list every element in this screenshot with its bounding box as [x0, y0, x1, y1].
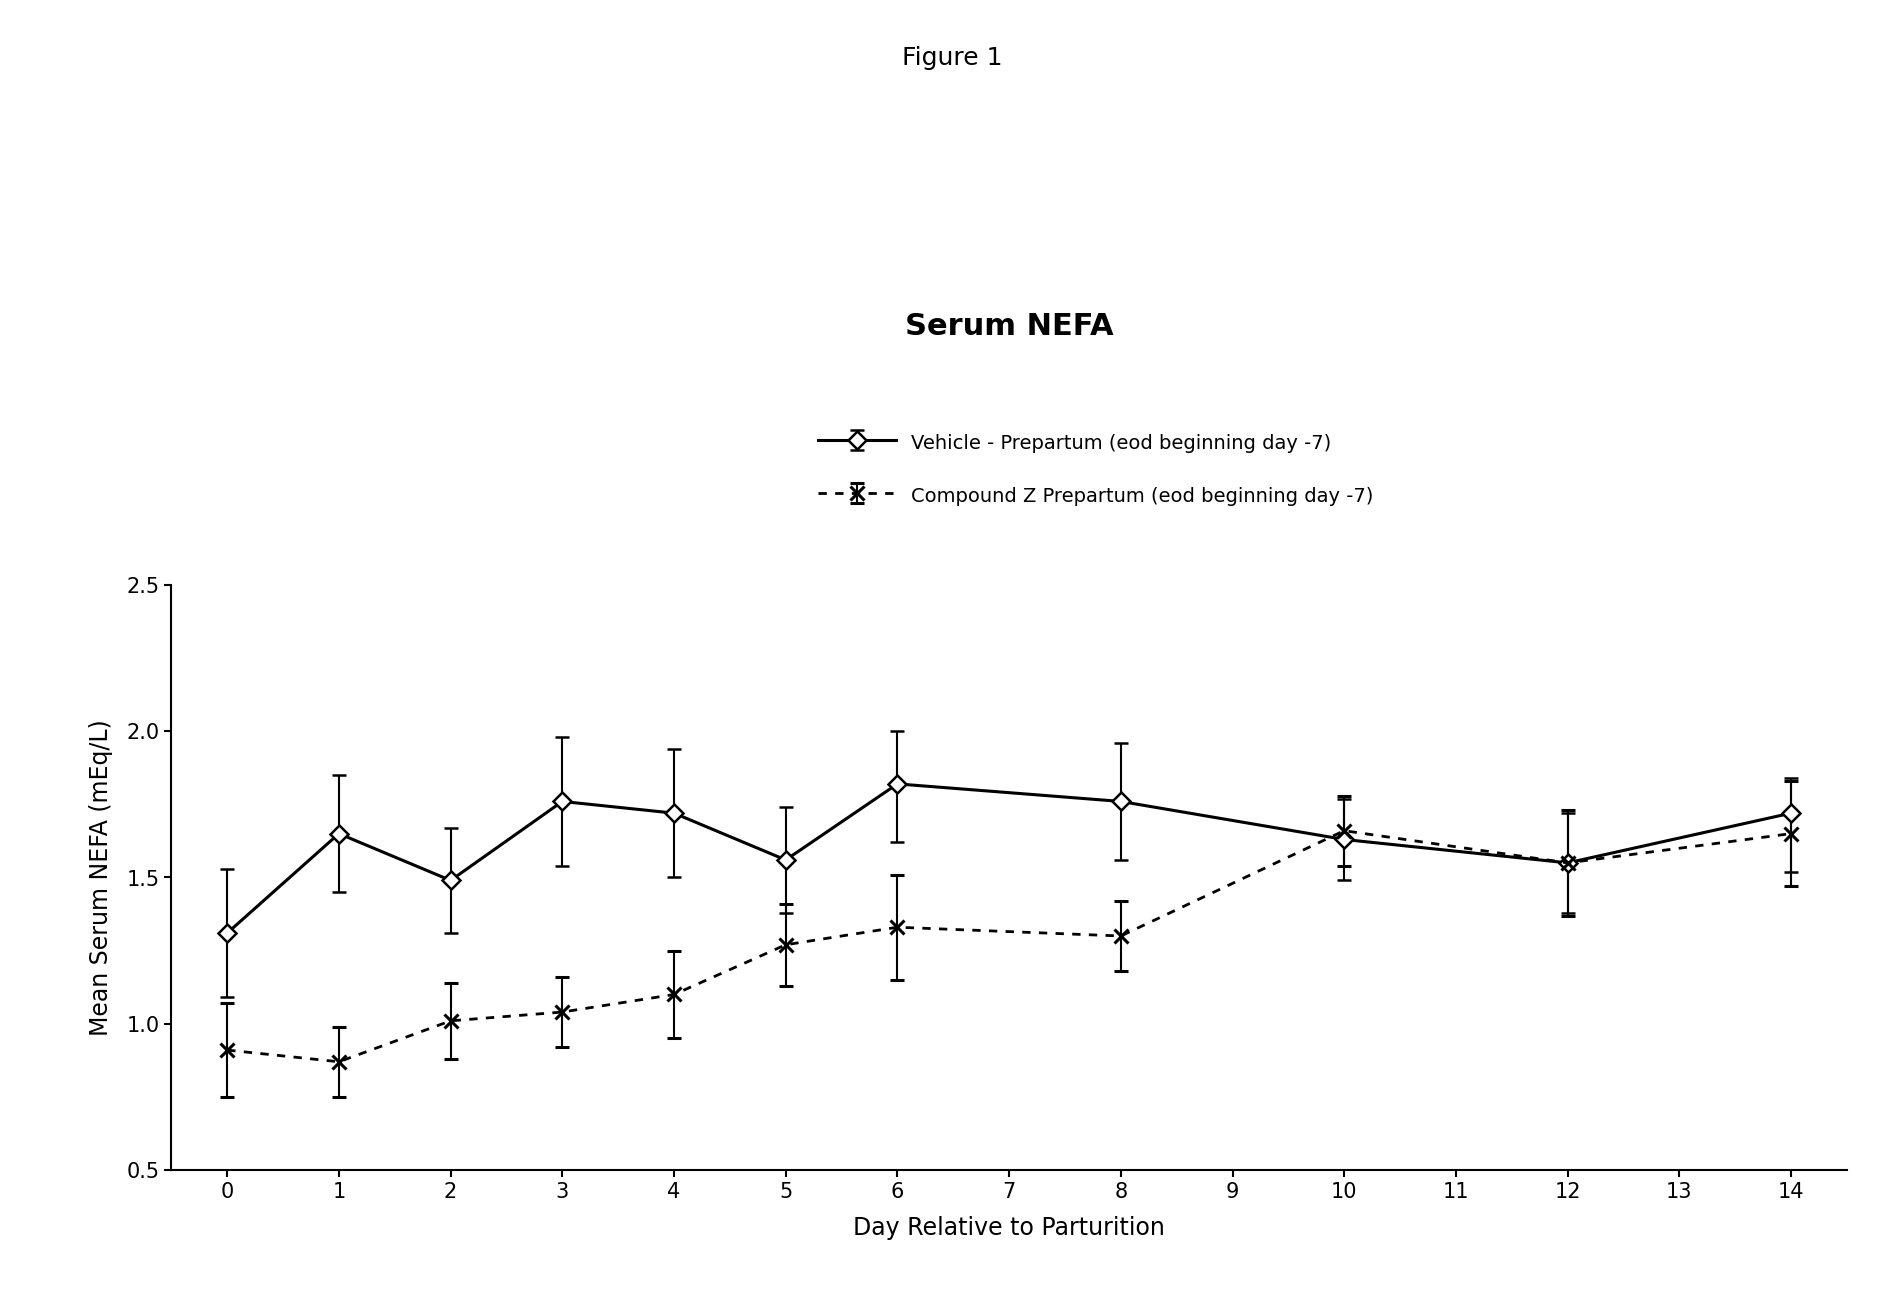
- X-axis label: Day Relative to Parturition: Day Relative to Parturition: [853, 1216, 1165, 1240]
- Y-axis label: Mean Serum NEFA (mEq/L): Mean Serum NEFA (mEq/L): [89, 719, 112, 1036]
- Legend: Vehicle - Prepartum (eod beginning day -7), Compound Z Prepartum (eod beginning : Vehicle - Prepartum (eod beginning day -…: [819, 430, 1373, 507]
- Title: Serum NEFA: Serum NEFA: [904, 312, 1114, 341]
- Text: Figure 1: Figure 1: [902, 46, 1002, 69]
